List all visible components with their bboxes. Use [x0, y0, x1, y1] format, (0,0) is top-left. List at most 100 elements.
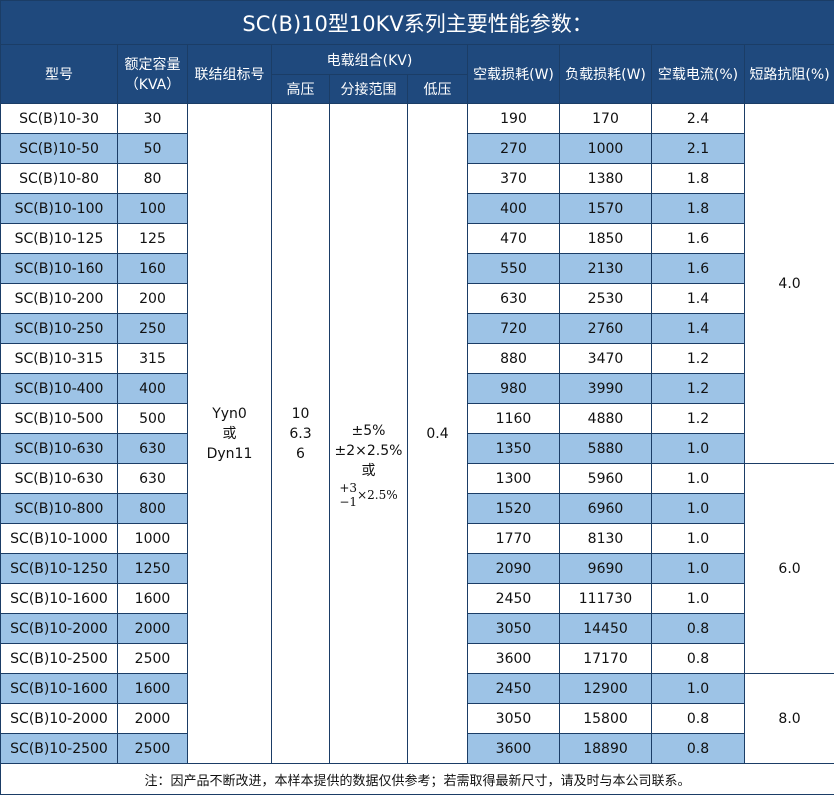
- table-row: SC(B)10-2500 2500 3600 18890 0.8: [0, 733, 834, 764]
- header-capacity-unit: （KVA）: [124, 77, 181, 93]
- cell-capacity: 125: [117, 223, 188, 254]
- cell-capacity: 100: [117, 193, 188, 224]
- cell-load-loss: 6960: [559, 493, 652, 524]
- cell-capacity: 2000: [117, 613, 188, 644]
- cell-noload-loss: 190: [467, 103, 560, 134]
- cell-noload-current: 1.4: [651, 313, 745, 344]
- tap-fraction-bottom: −1: [339, 494, 358, 509]
- cell-load-loss: 8130: [559, 523, 652, 554]
- cell-low-voltage: 0.4: [407, 103, 468, 764]
- cell-noload-current: 1.0: [651, 583, 745, 614]
- cell-model: SC(B)10-1600: [0, 583, 118, 614]
- cell-impedance: 4.0: [743, 103, 834, 464]
- cell-noload-loss: 370: [467, 163, 560, 194]
- cell-model: SC(B)10-315: [0, 343, 118, 374]
- header-capacity-label: 额定容量: [124, 57, 181, 73]
- header-low: 低压: [407, 74, 468, 104]
- cell-noload-loss: 1520: [467, 493, 560, 524]
- cell-capacity: 200: [117, 283, 188, 314]
- table-row: SC(B)10-80 80 370 1380 1.8: [0, 163, 834, 194]
- cell-load-loss: 3470: [559, 343, 652, 374]
- cell-model: SC(B)10-2500: [0, 733, 118, 764]
- table-row: SC(B)10-125 125 470 1850 1.6: [0, 223, 834, 254]
- high-voltage-line: 6: [296, 445, 305, 462]
- cell-load-loss: 2130: [559, 253, 652, 284]
- header-noload-loss: 空载损耗(W): [467, 44, 560, 104]
- cell-noload-loss: 980: [467, 373, 560, 404]
- cell-noload-loss: 2450: [467, 673, 560, 704]
- cell-noload-loss: 1350: [467, 433, 560, 464]
- cell-load-loss: 4880: [559, 403, 652, 434]
- cell-noload-current: 1.0: [651, 673, 745, 704]
- cell-model: SC(B)10-630: [0, 433, 118, 464]
- footer-note: 注：因产品不断改进，本样本提供的数据仅供参考；若需取得最新尺寸，请及时与本公司联…: [0, 763, 834, 795]
- cell-noload-loss: 3050: [467, 703, 560, 734]
- cell-tap-range: ±5% ±2×2.5% 或 +3 −1 ×2.5%: [329, 103, 408, 764]
- tap-range-line: ±5%: [351, 422, 386, 439]
- tap-range-line: ±2×2.5%: [334, 442, 403, 459]
- cell-noload-current: 1.8: [651, 163, 745, 194]
- cell-capacity: 1000: [117, 523, 188, 554]
- cell-noload-current: 2.4: [651, 103, 745, 134]
- cell-high-voltage: 10 6.3 6: [271, 103, 330, 764]
- cell-capacity: 80: [117, 163, 188, 194]
- cell-load-loss: 14450: [559, 613, 652, 644]
- tap-range-line: 或: [361, 462, 376, 479]
- cell-capacity: 2500: [117, 733, 188, 764]
- table-row: SC(B)10-160 160 550 2130 1.6: [0, 253, 834, 284]
- tap-fraction-tail: ×2.5%: [357, 487, 398, 502]
- table-row: SC(B)10-1600 1600 2450 111730 1.0: [0, 583, 834, 614]
- cell-load-loss: 1000: [559, 133, 652, 164]
- cell-load-loss: 9690: [559, 553, 652, 584]
- table-row: SC(B)10-250 250 720 2760 1.4: [0, 313, 834, 344]
- cell-load-loss: 2760: [559, 313, 652, 344]
- cell-capacity: 315: [117, 343, 188, 374]
- cell-capacity: 160: [117, 253, 188, 284]
- cell-load-loss: 5880: [559, 433, 652, 464]
- table-row: SC(B)10-2000 2000 3050 15800 0.8: [0, 703, 834, 734]
- table-row: SC(B)10-200 200 630 2530 1.4: [0, 283, 834, 314]
- cell-noload-loss: 1770: [467, 523, 560, 554]
- header-load-loss: 负载损耗(W): [559, 44, 652, 104]
- cell-capacity: 630: [117, 433, 188, 464]
- cell-connection: Yyn0 或 Dyn11: [187, 103, 272, 764]
- table-row: SC(B)10-315 315 880 3470 1.2: [0, 343, 834, 374]
- cell-model: SC(B)10-1250: [0, 553, 118, 584]
- header-tap: 分接范围: [329, 74, 408, 104]
- cell-noload-current: 1.4: [651, 283, 745, 314]
- cell-model: SC(B)10-800: [0, 493, 118, 524]
- table-row: SC(B)10-800 800 1520 6960 1.0: [0, 493, 834, 524]
- cell-load-loss: 5960: [559, 463, 652, 494]
- cell-noload-loss: 2090: [467, 553, 560, 584]
- cell-noload-current: 1.0: [651, 553, 745, 584]
- connection-line: 或: [222, 425, 237, 442]
- cell-model: SC(B)10-250: [0, 313, 118, 344]
- connection-line: Dyn11: [206, 445, 253, 462]
- cell-capacity: 2000: [117, 703, 188, 734]
- cell-noload-current: 1.2: [651, 403, 745, 434]
- cell-noload-loss: 470: [467, 223, 560, 254]
- table-body: SC(B)10-30 30 Yyn0 或 Dyn11 10 6.3 6 ±5% ±2×2.5% 或 +…: [0, 103, 834, 764]
- cell-load-loss: 1380: [559, 163, 652, 194]
- cell-load-loss: 3990: [559, 373, 652, 404]
- cell-model: SC(B)10-1600: [0, 673, 118, 704]
- cell-model: SC(B)10-30: [0, 103, 118, 134]
- cell-load-loss: 1570: [559, 193, 652, 224]
- header-noload-current: 空载电流(%): [651, 44, 745, 104]
- cell-noload-current: 1.6: [651, 223, 745, 254]
- cell-load-loss: 18890: [559, 733, 652, 764]
- cell-noload-loss: 1300: [467, 463, 560, 494]
- cell-capacity: 250: [117, 313, 188, 344]
- cell-noload-current: 1.0: [651, 463, 745, 494]
- cell-model: SC(B)10-400: [0, 373, 118, 404]
- cell-capacity: 800: [117, 493, 188, 524]
- cell-model: SC(B)10-2000: [0, 613, 118, 644]
- cell-load-loss: 1850: [559, 223, 652, 254]
- cell-model: SC(B)10-500: [0, 403, 118, 434]
- cell-noload-loss: 3600: [467, 643, 560, 674]
- tap-fraction-top: +3: [339, 480, 358, 495]
- cell-noload-loss: 2450: [467, 583, 560, 614]
- cell-model: SC(B)10-2500: [0, 643, 118, 674]
- cell-noload-current: 0.8: [651, 613, 745, 644]
- cell-capacity: 400: [117, 373, 188, 404]
